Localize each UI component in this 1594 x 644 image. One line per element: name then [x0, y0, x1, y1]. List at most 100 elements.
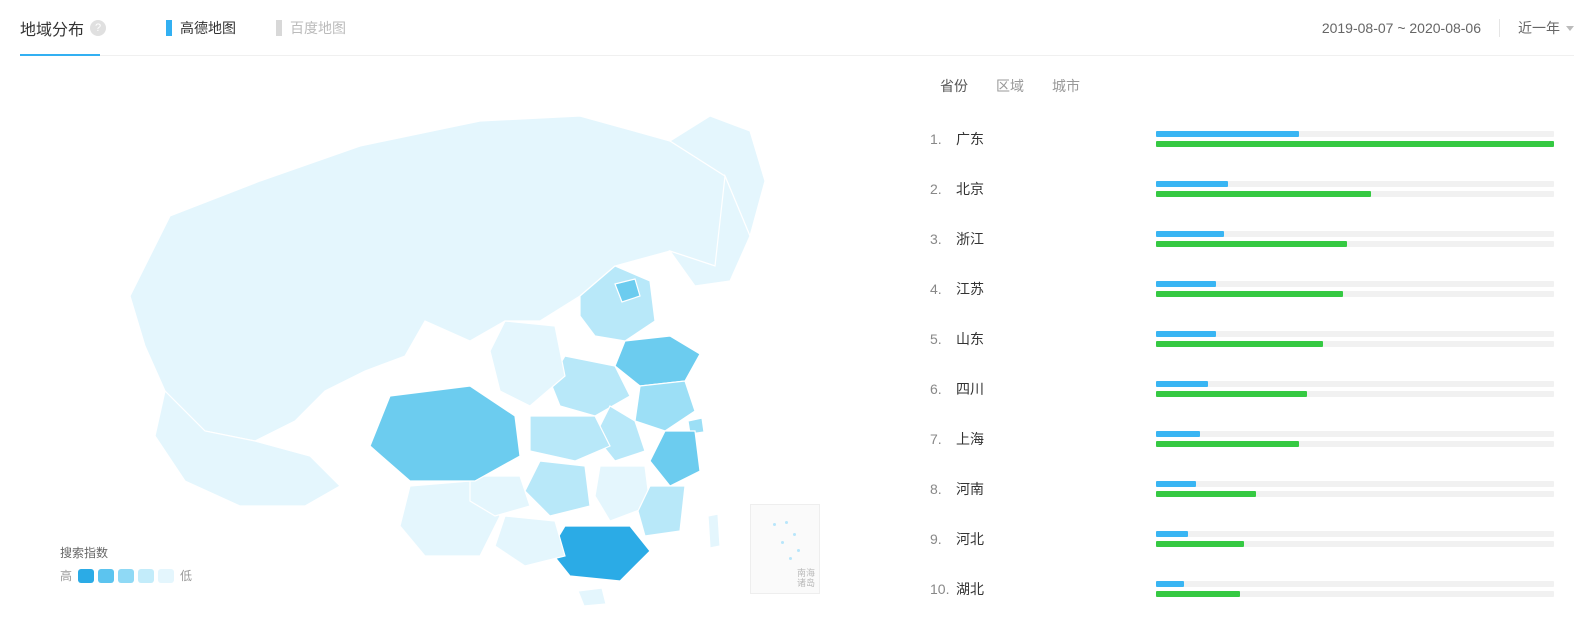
bar-track-blue: [1156, 481, 1554, 487]
rank-bars: [1156, 481, 1554, 497]
bar-track-blue: [1156, 581, 1554, 587]
rank-row[interactable]: 10.湖北: [930, 570, 1554, 608]
rank-province-name: 河南: [956, 479, 1156, 499]
map-legend: 搜索指数 高 低: [60, 544, 192, 584]
bar-track-blue: [1156, 531, 1554, 537]
prov-sichuan: [370, 386, 520, 481]
bar-track-green: [1156, 491, 1554, 497]
rank-bars: [1156, 231, 1554, 247]
rank-bars: [1156, 181, 1554, 197]
date-range-label[interactable]: 2019-08-07 ~ 2020-08-06: [1322, 20, 1481, 36]
bar-fill-blue: [1156, 481, 1196, 487]
chevron-down-icon: [1566, 26, 1574, 31]
rank-row[interactable]: 8.河南: [930, 470, 1554, 508]
rank-bars: [1156, 381, 1554, 397]
prov-shandong: [615, 336, 700, 386]
bar-fill-green: [1156, 341, 1323, 347]
subtab-region[interactable]: 区域: [996, 76, 1024, 96]
rank-province-name: 山东: [956, 329, 1156, 349]
prov-jiangsu: [635, 381, 695, 431]
china-map-svg: [110, 86, 770, 606]
period-select[interactable]: 近一年: [1518, 18, 1574, 38]
bar-track-blue: [1156, 231, 1554, 237]
bar-track-blue: [1156, 331, 1554, 337]
bar-fill-green: [1156, 241, 1347, 247]
legend-chips: [78, 569, 174, 583]
rank-row[interactable]: 9.河北: [930, 520, 1554, 558]
rank-row[interactable]: 5.山东: [930, 320, 1554, 358]
bar-fill-green: [1156, 591, 1240, 597]
vertical-divider: [1499, 19, 1500, 37]
rank-row[interactable]: 4.江苏: [930, 270, 1554, 308]
section-title-wrap: 地域分布 ?: [20, 4, 106, 52]
bar-fill-blue: [1156, 181, 1228, 187]
prov-taiwan: [708, 514, 720, 548]
bar-track-green: [1156, 591, 1554, 597]
rank-row[interactable]: 1.广东: [930, 120, 1554, 158]
bar-fill-green: [1156, 191, 1371, 197]
bar-fill-blue: [1156, 531, 1188, 537]
page-header: 地域分布 ? 高德地图 百度地图 2019-08-07 ~ 2020-08-06…: [0, 0, 1594, 56]
bar-track-blue: [1156, 131, 1554, 137]
rank-number: 9.: [930, 531, 956, 547]
help-icon[interactable]: ?: [90, 20, 106, 36]
ranking-panel: 省份 区域 城市 1.广东 2.北京 3.浙江 4.江苏 5.山东 6.四川 7.上海 8.河…: [870, 56, 1594, 644]
rank-province-name: 浙江: [956, 229, 1156, 249]
bar-track-green: [1156, 341, 1554, 347]
bar-track-green: [1156, 391, 1554, 397]
rank-province-name: 上海: [956, 429, 1156, 449]
legend-chip-3: [118, 569, 134, 583]
bar-fill-green: [1156, 441, 1299, 447]
tab-swatch-active: [166, 20, 172, 36]
rank-province-name: 北京: [956, 179, 1156, 199]
inset-south-china-sea: 南海 诸岛: [750, 504, 820, 594]
bar-track-green: [1156, 141, 1554, 147]
map-legend-title: 搜索指数: [60, 544, 192, 561]
bar-track-green: [1156, 441, 1554, 447]
main-content: 搜索指数 高 低: [0, 56, 1594, 644]
map-source-tabs: 高德地图 百度地图: [166, 18, 346, 38]
bar-fill-blue: [1156, 331, 1216, 337]
rank-bars: [1156, 281, 1554, 297]
bar-track-blue: [1156, 381, 1554, 387]
bar-track-blue: [1156, 281, 1554, 287]
prov-zhejiang: [650, 431, 700, 486]
rank-row[interactable]: 6.四川: [930, 370, 1554, 408]
tab-gaode-label: 高德地图: [180, 18, 236, 38]
tab-baidu[interactable]: 百度地图: [276, 18, 346, 38]
legend-chip-2: [98, 569, 114, 583]
rank-bars: [1156, 581, 1554, 597]
bar-fill-green: [1156, 391, 1307, 397]
bar-track-blue: [1156, 181, 1554, 187]
legend-chip-4: [138, 569, 154, 583]
rank-bars: [1156, 331, 1554, 347]
bar-fill-blue: [1156, 431, 1200, 437]
bar-fill-blue: [1156, 281, 1216, 287]
bar-track-green: [1156, 241, 1554, 247]
map-legend-scale: 高 低: [60, 567, 192, 584]
ranking-list: 1.广东 2.北京 3.浙江 4.江苏 5.山东 6.四川 7.上海 8.河南 9.河北 10.湖…: [930, 120, 1554, 608]
bar-track-green: [1156, 291, 1554, 297]
legend-chip-1: [78, 569, 94, 583]
map-panel: 搜索指数 高 低: [0, 56, 870, 644]
inset-label: 南海 诸岛: [797, 569, 815, 589]
bar-fill-blue: [1156, 131, 1299, 137]
subtab-city[interactable]: 城市: [1052, 76, 1080, 96]
subtab-province[interactable]: 省份: [940, 76, 968, 96]
rank-bars: [1156, 131, 1554, 147]
tab-baidu-label: 百度地图: [290, 18, 346, 38]
header-controls: 2019-08-07 ~ 2020-08-06 近一年: [1322, 18, 1574, 38]
tab-gaode[interactable]: 高德地图: [166, 18, 236, 38]
bar-fill-blue: [1156, 381, 1208, 387]
rank-row[interactable]: 7.上海: [930, 420, 1554, 458]
period-label: 近一年: [1518, 18, 1560, 38]
rank-number: 1.: [930, 131, 956, 147]
rank-row[interactable]: 3.浙江: [930, 220, 1554, 258]
china-choropleth-map: [110, 86, 770, 606]
rank-province-name: 江苏: [956, 279, 1156, 299]
rank-row[interactable]: 2.北京: [930, 170, 1554, 208]
rank-number: 7.: [930, 431, 956, 447]
ranking-subtabs: 省份 区域 城市: [940, 76, 1554, 96]
legend-chip-5: [158, 569, 174, 583]
bar-track-blue: [1156, 431, 1554, 437]
